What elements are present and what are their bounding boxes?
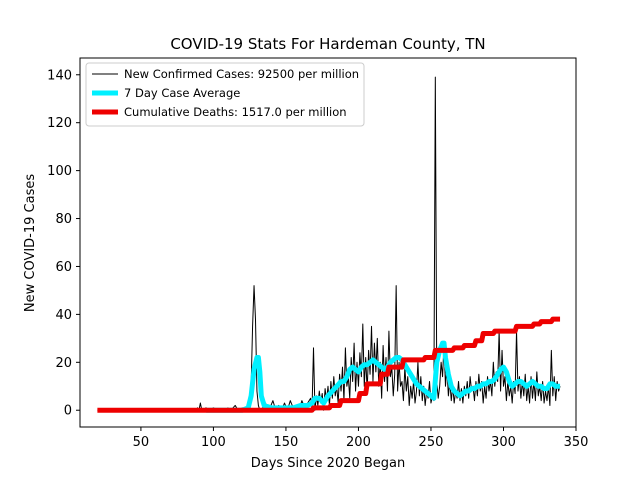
chart-title: COVID-19 Stats For Hardeman County, TN bbox=[170, 35, 485, 53]
y-tick-label: 60 bbox=[55, 260, 72, 275]
y-tick-label: 20 bbox=[55, 356, 72, 371]
plot-frame bbox=[79, 57, 577, 428]
y-tick-label: 140 bbox=[47, 68, 72, 83]
legend: New Confirmed Cases: 92500 per million 7 … bbox=[85, 62, 365, 127]
series-line-3 bbox=[97, 316, 561, 413]
x-tick-label: 350 bbox=[564, 435, 589, 450]
y-tick-label: 120 bbox=[47, 116, 72, 131]
legend-box bbox=[85, 62, 365, 127]
x-axis: 50 100 150 200 250 300 350 bbox=[133, 427, 589, 450]
y-axis-title: New COVID-19 Cases bbox=[23, 174, 38, 312]
legend-label-2: 7 Day Case Average bbox=[124, 86, 240, 100]
x-tick-label: 100 bbox=[201, 435, 226, 450]
y-tick-label: 100 bbox=[47, 164, 72, 179]
legend-label-1: New Confirmed Cases: 92500 per million bbox=[124, 67, 359, 81]
x-tick-label: 200 bbox=[346, 435, 371, 450]
x-tick-label: 300 bbox=[491, 435, 516, 450]
y-tick-label: 80 bbox=[55, 212, 72, 227]
x-axis-title: Days Since 2020 Began bbox=[251, 456, 406, 471]
x-tick-label: 150 bbox=[274, 435, 299, 450]
legend-label-3: Cumulative Deaths: 1517.0 per million bbox=[124, 105, 347, 119]
x-tick-label: 250 bbox=[419, 435, 444, 450]
y-tick-label: 40 bbox=[55, 308, 72, 323]
series-layer bbox=[97, 76, 562, 413]
y-tick-label: 0 bbox=[64, 404, 72, 419]
y-axis: 0 20 40 60 80 100 120 140 bbox=[47, 68, 80, 419]
x-tick-label: 50 bbox=[133, 435, 150, 450]
series-line-1 bbox=[97, 76, 561, 411]
series-line-2 bbox=[206, 340, 562, 413]
